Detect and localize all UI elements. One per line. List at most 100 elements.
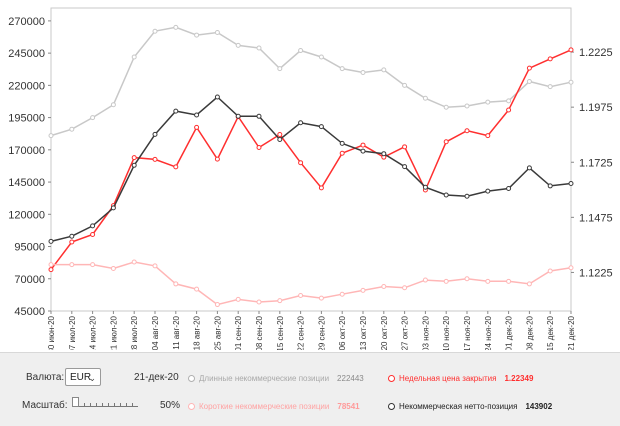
slider-thumb[interactable] <box>72 397 79 407</box>
series-point-0 <box>402 82 408 88</box>
series-point-0 <box>506 98 512 104</box>
series-point-3 <box>152 131 158 137</box>
currency-value: EUR <box>70 372 92 383</box>
legend-label: Длинные некоммерческие позиции <box>199 374 330 383</box>
series-point-3 <box>506 186 512 192</box>
series-line-2 <box>51 261 572 306</box>
left-axis-tick-label: 195000 <box>8 113 45 125</box>
series-point-2 <box>506 278 512 284</box>
cot-chart: 45000 70000 95000 120000 145000 170000 195000 2… <box>8 7 613 350</box>
series-point-0 <box>214 29 220 35</box>
series-point-2 <box>464 276 470 282</box>
series-point-2 <box>256 299 262 305</box>
series-point-3 <box>194 112 200 118</box>
scale-value: 50% <box>160 400 181 411</box>
series-point-1 <box>298 160 304 166</box>
left-axis-tick-label: 245000 <box>8 48 45 60</box>
x-axis-tick-label: 01 дек-20 <box>505 315 514 350</box>
series-point-0 <box>360 69 366 75</box>
x-axis-tick-label: 11 авг-20 <box>172 315 181 349</box>
legend-marker <box>388 403 395 410</box>
series-point-3 <box>381 151 387 157</box>
x-axis-tick-label: 27 окт-20 <box>401 315 410 350</box>
legend-value: 78541 <box>337 402 360 411</box>
x-axis-tick-label: 18 авг-20 <box>193 315 202 350</box>
series-point-0 <box>298 48 304 54</box>
x-axis-tick-label: 17 ноя-20 <box>463 315 472 350</box>
right-axis-tick-label: 1.1475 <box>579 212 613 224</box>
series-point-0 <box>568 79 574 85</box>
x-axis-tick-label: 04 авг-20 <box>151 315 160 350</box>
left-axis-tick-label: 95000 <box>14 242 45 254</box>
series-point-1 <box>526 65 532 71</box>
series-point-0 <box>256 45 262 51</box>
series-point-1 <box>131 155 137 161</box>
series-point-0 <box>235 42 241 48</box>
left-axis-tick-label: 120000 <box>8 209 45 221</box>
series-point-1 <box>69 239 75 245</box>
series-point-0 <box>422 95 428 101</box>
currency-label: Валюта: <box>26 372 65 383</box>
series-point-3 <box>298 120 304 126</box>
legend-label: Недельная цена закрытия <box>399 374 497 383</box>
series-point-0 <box>526 78 532 84</box>
x-axis-tick-label: 30 июн-20 <box>47 315 56 350</box>
plot-frame <box>50 7 572 312</box>
series-point-2 <box>381 284 387 290</box>
series-point-2 <box>547 268 553 274</box>
chevron-down-icon: ⌄ <box>88 373 96 383</box>
x-axis-tick-label: 28 июл-20 <box>130 315 139 350</box>
series-point-2 <box>318 295 324 301</box>
series-point-2 <box>298 293 304 299</box>
series-point-0 <box>173 24 179 30</box>
series-point-0 <box>464 103 470 109</box>
legend-marker <box>188 403 195 410</box>
series-point-1 <box>318 185 324 191</box>
series-point-0 <box>381 67 387 73</box>
series-point-0 <box>318 54 324 60</box>
series-point-3 <box>277 137 283 143</box>
x-axis-tick-label: 01 сен-20 <box>234 315 243 350</box>
series-point-1 <box>256 144 262 150</box>
series-point-1 <box>48 267 54 273</box>
series-point-0 <box>443 104 449 110</box>
series-point-0 <box>90 115 96 121</box>
x-axis-tick-label: 14 июл-20 <box>89 315 98 350</box>
x-axis-tick-label: 06 окт-20 <box>338 315 347 350</box>
series-point-3 <box>422 184 428 190</box>
series-point-0 <box>485 99 491 105</box>
legend-label: Короткие некоммерческие позиции <box>199 402 330 411</box>
series-point-0 <box>48 133 54 139</box>
series-point-2 <box>422 277 428 283</box>
x-axis-tick-label: 29 сен-20 <box>317 315 326 350</box>
series-point-2 <box>568 265 574 271</box>
slider-ticks <box>72 403 138 407</box>
series-point-1 <box>547 56 553 62</box>
x-axis-tick-label: 24 ноя-20 <box>484 315 493 350</box>
x-axis-tick-label: 10 ноя-20 <box>442 315 451 350</box>
series-point-0 <box>194 32 200 38</box>
legend-value: 222443 <box>337 374 364 383</box>
right-axis-tick-label: 1.1975 <box>579 102 613 114</box>
x-axis-tick-label: 03 ноя-20 <box>421 315 430 350</box>
series-point-3 <box>256 113 262 119</box>
series-point-2 <box>402 285 408 291</box>
series-point-2 <box>485 278 491 284</box>
series-point-1 <box>339 150 345 156</box>
series-point-1 <box>214 156 220 162</box>
series-point-2 <box>173 281 179 287</box>
left-axis-tick-label: 170000 <box>8 145 45 157</box>
x-axis-tick-label: 21 дек-20 <box>567 315 576 350</box>
currency-select[interactable]: EUR ⌄ <box>65 368 101 386</box>
series-point-3 <box>339 140 345 146</box>
report-date: 21-дек-20 <box>134 372 179 383</box>
x-axis-tick-label: 15 сен-20 <box>276 315 285 350</box>
series-point-2 <box>90 262 96 268</box>
series-point-0 <box>152 28 158 34</box>
series-point-2 <box>69 262 75 268</box>
series-point-2 <box>214 302 220 308</box>
series-line-0 <box>50 26 572 137</box>
series-point-2 <box>235 296 241 302</box>
scale-slider[interactable] <box>72 397 138 410</box>
series-point-3 <box>568 180 574 186</box>
